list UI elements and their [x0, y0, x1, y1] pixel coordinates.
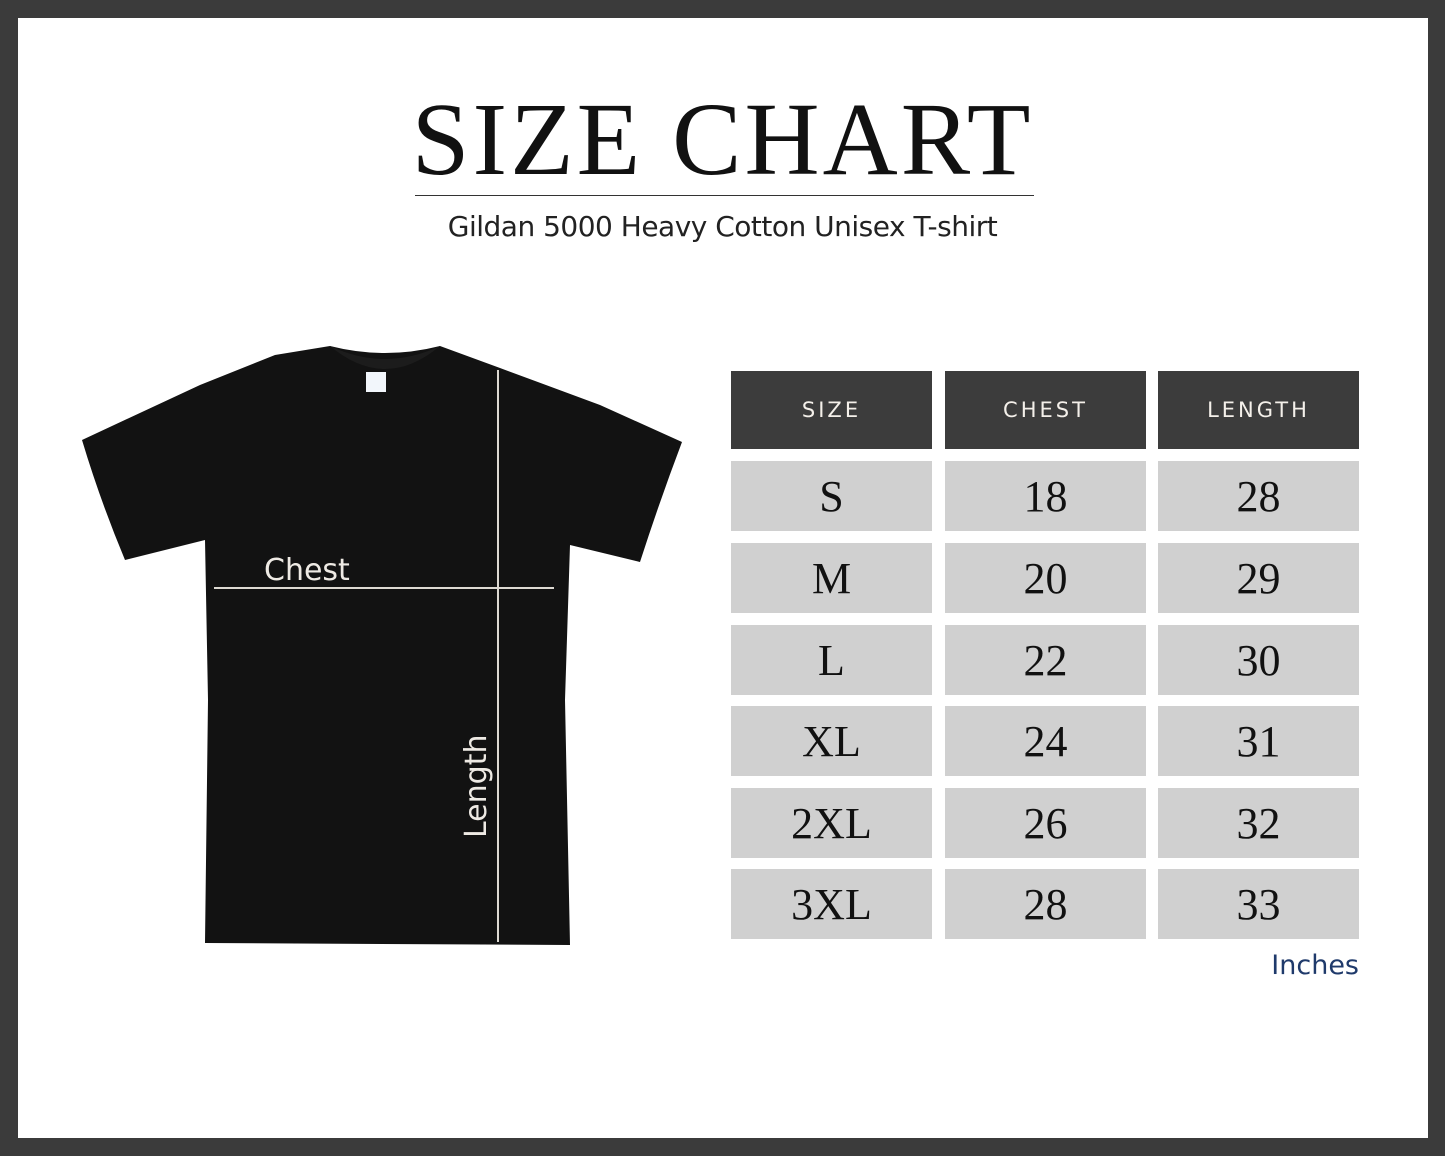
subtitle: Gildan 5000 Heavy Cotton Unisex T-shirt	[447, 210, 998, 243]
table-cell: 26	[945, 788, 1146, 858]
table-cell: S	[731, 461, 932, 531]
column-header-size: SIZE	[731, 371, 932, 449]
table-cell: 18	[945, 461, 1146, 531]
table-cell: 29	[1158, 543, 1359, 613]
table-cell: 20	[945, 543, 1146, 613]
tshirt-image	[82, 346, 682, 945]
table-cell: L	[731, 625, 932, 695]
table-cell: 24	[945, 706, 1146, 776]
table-cell: 33	[1158, 869, 1359, 939]
chest-label: Chest	[264, 553, 350, 588]
title-divider	[415, 195, 1034, 196]
table-cell: 2XL	[731, 788, 932, 858]
table-cell: 22	[945, 625, 1146, 695]
table-cell: 32	[1158, 788, 1359, 858]
table-cell: XL	[731, 706, 932, 776]
tshirt-tag	[366, 372, 386, 392]
column-header-chest: CHEST	[945, 371, 1146, 449]
tshirt-diagram: Chest Length	[82, 346, 682, 945]
unit-label: Inches	[1271, 950, 1359, 981]
table-cell: 28	[945, 869, 1146, 939]
column-header-length: LENGTH	[1158, 371, 1359, 449]
table-cell: 28	[1158, 461, 1359, 531]
table-cell: 3XL	[731, 869, 932, 939]
table-cell: 30	[1158, 625, 1359, 695]
table-cell: M	[731, 543, 932, 613]
table-cell: 31	[1158, 706, 1359, 776]
length-label: Length	[459, 735, 494, 838]
tshirt-collar	[330, 346, 440, 369]
page-title: SIZE CHART	[411, 82, 1034, 197]
